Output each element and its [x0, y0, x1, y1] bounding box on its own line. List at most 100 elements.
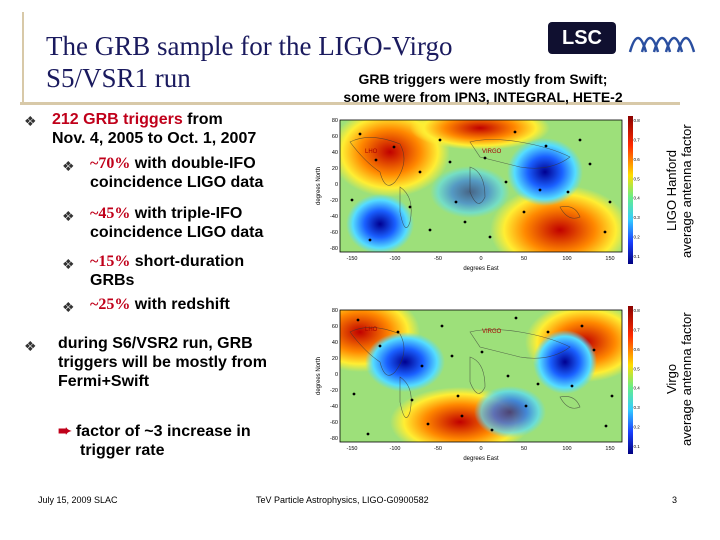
- title-accent-bar: [22, 12, 24, 102]
- sub-bullet-icon: ❖: [62, 158, 75, 174]
- map-ytick-label: 80: [332, 118, 338, 124]
- hanford-colorbar: 0.8 0.7 0.6 0.5 0.4 0.3 0.2 0.1: [628, 116, 640, 264]
- map-ytick-label: 0: [335, 372, 338, 378]
- double-ifo-pct: ~70%: [90, 155, 131, 172]
- bullet-icon: ❖: [24, 338, 37, 354]
- map-xtick-label: -150: [346, 446, 357, 452]
- map1-marker-virgo: VIRGO: [482, 149, 502, 155]
- footer-date: July 15, 2009 SLAC: [38, 495, 118, 505]
- title-divider: [20, 102, 680, 105]
- map-ytick-label: 60: [332, 134, 338, 140]
- hanford-map-label: LIGO Hanford average antenna factor: [664, 114, 694, 268]
- virgo-label-line-2: average antenna factor: [679, 312, 694, 446]
- map-ytick-label: 20: [332, 166, 338, 172]
- colorbar-tick-label: 0.4: [634, 386, 641, 391]
- colorbar-tick-label: 0.8: [634, 308, 641, 313]
- slide-title: The GRB sample for the LIGO-Virgo S5/VSR…: [46, 30, 453, 94]
- triple-ifo-pct: ~45%: [90, 205, 131, 222]
- map2-ylabel: degrees North: [316, 357, 322, 395]
- footer-title: TeV Particle Astrophysics, LIGO-G0900582: [256, 495, 429, 505]
- map1-xlabel: degrees East: [463, 266, 499, 272]
- colorbar-tick-label: 0.5: [634, 176, 641, 181]
- map-ytick-label: 80: [332, 308, 338, 314]
- map-xtick-label: -100: [389, 256, 400, 262]
- sub-bullet-icon: ❖: [62, 299, 75, 315]
- factor-increase: ➨ factor of ~3 increase in trigger rate: [58, 422, 251, 460]
- ligo-virgo-logo-icon: [628, 36, 696, 53]
- colorbar-tick-label: 0.2: [634, 425, 641, 430]
- map-xtick-label: -100: [389, 446, 400, 452]
- colorbar-tick-label: 0.8: [634, 118, 641, 123]
- s6-line-2: triggers will be mostly from: [58, 354, 267, 371]
- map1-ylabel: degrees North: [316, 167, 322, 205]
- factor-line-2: trigger rate: [80, 442, 165, 459]
- short-duration-b: GRBs: [90, 272, 135, 289]
- bullet-s6-run: during S6/VSR2 run, GRB triggers will be…: [58, 334, 267, 391]
- short-duration-pct: ~15%: [90, 253, 131, 270]
- title-line-1: The GRB sample for the LIGO-Virgo: [46, 31, 453, 61]
- map-ytick-label: -80: [330, 246, 338, 252]
- map-xtick-label: 100: [562, 256, 571, 262]
- colorbar-tick-label: 0.1: [634, 444, 641, 449]
- sub-bullet-icon: ❖: [62, 256, 75, 272]
- redshift-pct: ~25%: [90, 296, 131, 313]
- colorbar-tick-label: 0.4: [634, 196, 641, 201]
- map-caption: GRB triggers were mostly from Swift; som…: [318, 70, 648, 106]
- bullet-icon: ❖: [24, 113, 37, 129]
- sub-bullet-double-ifo: ~70% with double-IFO coincidence LIGO da…: [90, 154, 263, 192]
- arrow-right-icon: ➨: [58, 423, 72, 440]
- short-duration-a: short-duration: [130, 253, 245, 270]
- map-ytick-label: -60: [330, 230, 338, 236]
- colorbar-tick-label: 0.7: [634, 137, 641, 142]
- map-xtick-label: 0: [479, 256, 482, 262]
- colorbar-tick-label: 0.1: [634, 254, 641, 259]
- map-ytick-label: -40: [330, 214, 338, 220]
- map2-marker-lho: LHO: [365, 327, 378, 333]
- s6-line-3: Fermi+Swift: [58, 373, 150, 390]
- grb-from-text: from: [182, 111, 223, 128]
- redshift-a: with redshift: [130, 296, 230, 313]
- sub-bullet-redshift: ~25% with redshift: [90, 295, 230, 314]
- colorbar-tick-label: 0.6: [634, 157, 641, 162]
- double-ifo-a: with double-IFO: [130, 155, 256, 172]
- colorbar-tick-label: 0.5: [634, 366, 641, 371]
- map-ytick-label: -80: [330, 436, 338, 442]
- colorbar-tick-label: 0.6: [634, 347, 641, 352]
- map-ytick-label: -20: [330, 388, 338, 394]
- triple-ifo-b: coincidence LIGO data: [90, 224, 264, 241]
- map-ytick-label: 40: [332, 150, 338, 156]
- map-xtick-label: 150: [605, 446, 614, 452]
- map-ytick-label: -40: [330, 404, 338, 410]
- map-ytick-label: -60: [330, 420, 338, 426]
- map-ytick-label: 20: [332, 356, 338, 362]
- footer-page-number: 3: [672, 495, 678, 505]
- sub-bullet-icon: ❖: [62, 208, 75, 224]
- double-ifo-b: coincidence LIGO data: [90, 174, 264, 191]
- virgo-map-label: Virgo average antenna factor: [664, 302, 694, 456]
- map-xtick-label: -50: [434, 446, 442, 452]
- virgo-antenna-map: LHO VIRGO degrees North degrees East 80 6…: [316, 308, 623, 462]
- map1-marker-lho: LHO: [365, 149, 378, 155]
- caption-line-2: some were from IPN3, INTEGRAL, HETE-2: [343, 89, 623, 105]
- map-xtick-label: 0: [479, 446, 482, 452]
- map-ytick-label: 0: [335, 182, 338, 188]
- caption-line-1: GRB triggers were mostly from Swift;: [358, 71, 608, 87]
- bullet-grb-count: 212 GRB triggers from Nov. 4, 2005 to Oc…: [52, 110, 256, 148]
- colorbar-tick-label: 0.3: [634, 405, 641, 410]
- sub-bullet-short-duration: ~15% short-duration GRBs: [90, 252, 244, 290]
- colorbar-tick-label: 0.7: [634, 327, 641, 332]
- virgo-label-line-1: Virgo: [664, 363, 679, 395]
- factor-line-1: factor of ~3 increase in: [71, 423, 251, 440]
- triple-ifo-a: with triple-IFO: [130, 205, 243, 222]
- title-line-2: S5/VSR1 run: [46, 63, 191, 93]
- map-xtick-label: 100: [562, 446, 571, 452]
- map-ytick-label: -20: [330, 198, 338, 204]
- sub-bullet-triple-ifo: ~45% with triple-IFO coincidence LIGO da…: [90, 204, 263, 242]
- grb-date-range: Nov. 4, 2005 to Oct. 1, 2007: [52, 130, 257, 147]
- map-ytick-label: 60: [332, 324, 338, 330]
- hanford-label-line-2: average antenna factor: [679, 124, 694, 258]
- colorbar-tick-label: 0.3: [634, 215, 641, 220]
- grb-count-text: 212 GRB triggers: [52, 111, 183, 128]
- colorbar-tick-label: 0.2: [634, 235, 641, 240]
- hanford-label-line-1: LIGO Hanford: [664, 150, 679, 232]
